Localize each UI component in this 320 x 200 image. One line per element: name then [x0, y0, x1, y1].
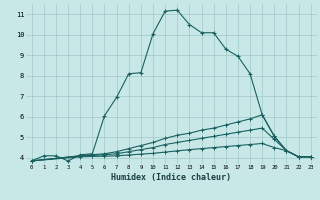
- X-axis label: Humidex (Indice chaleur): Humidex (Indice chaleur): [111, 173, 231, 182]
